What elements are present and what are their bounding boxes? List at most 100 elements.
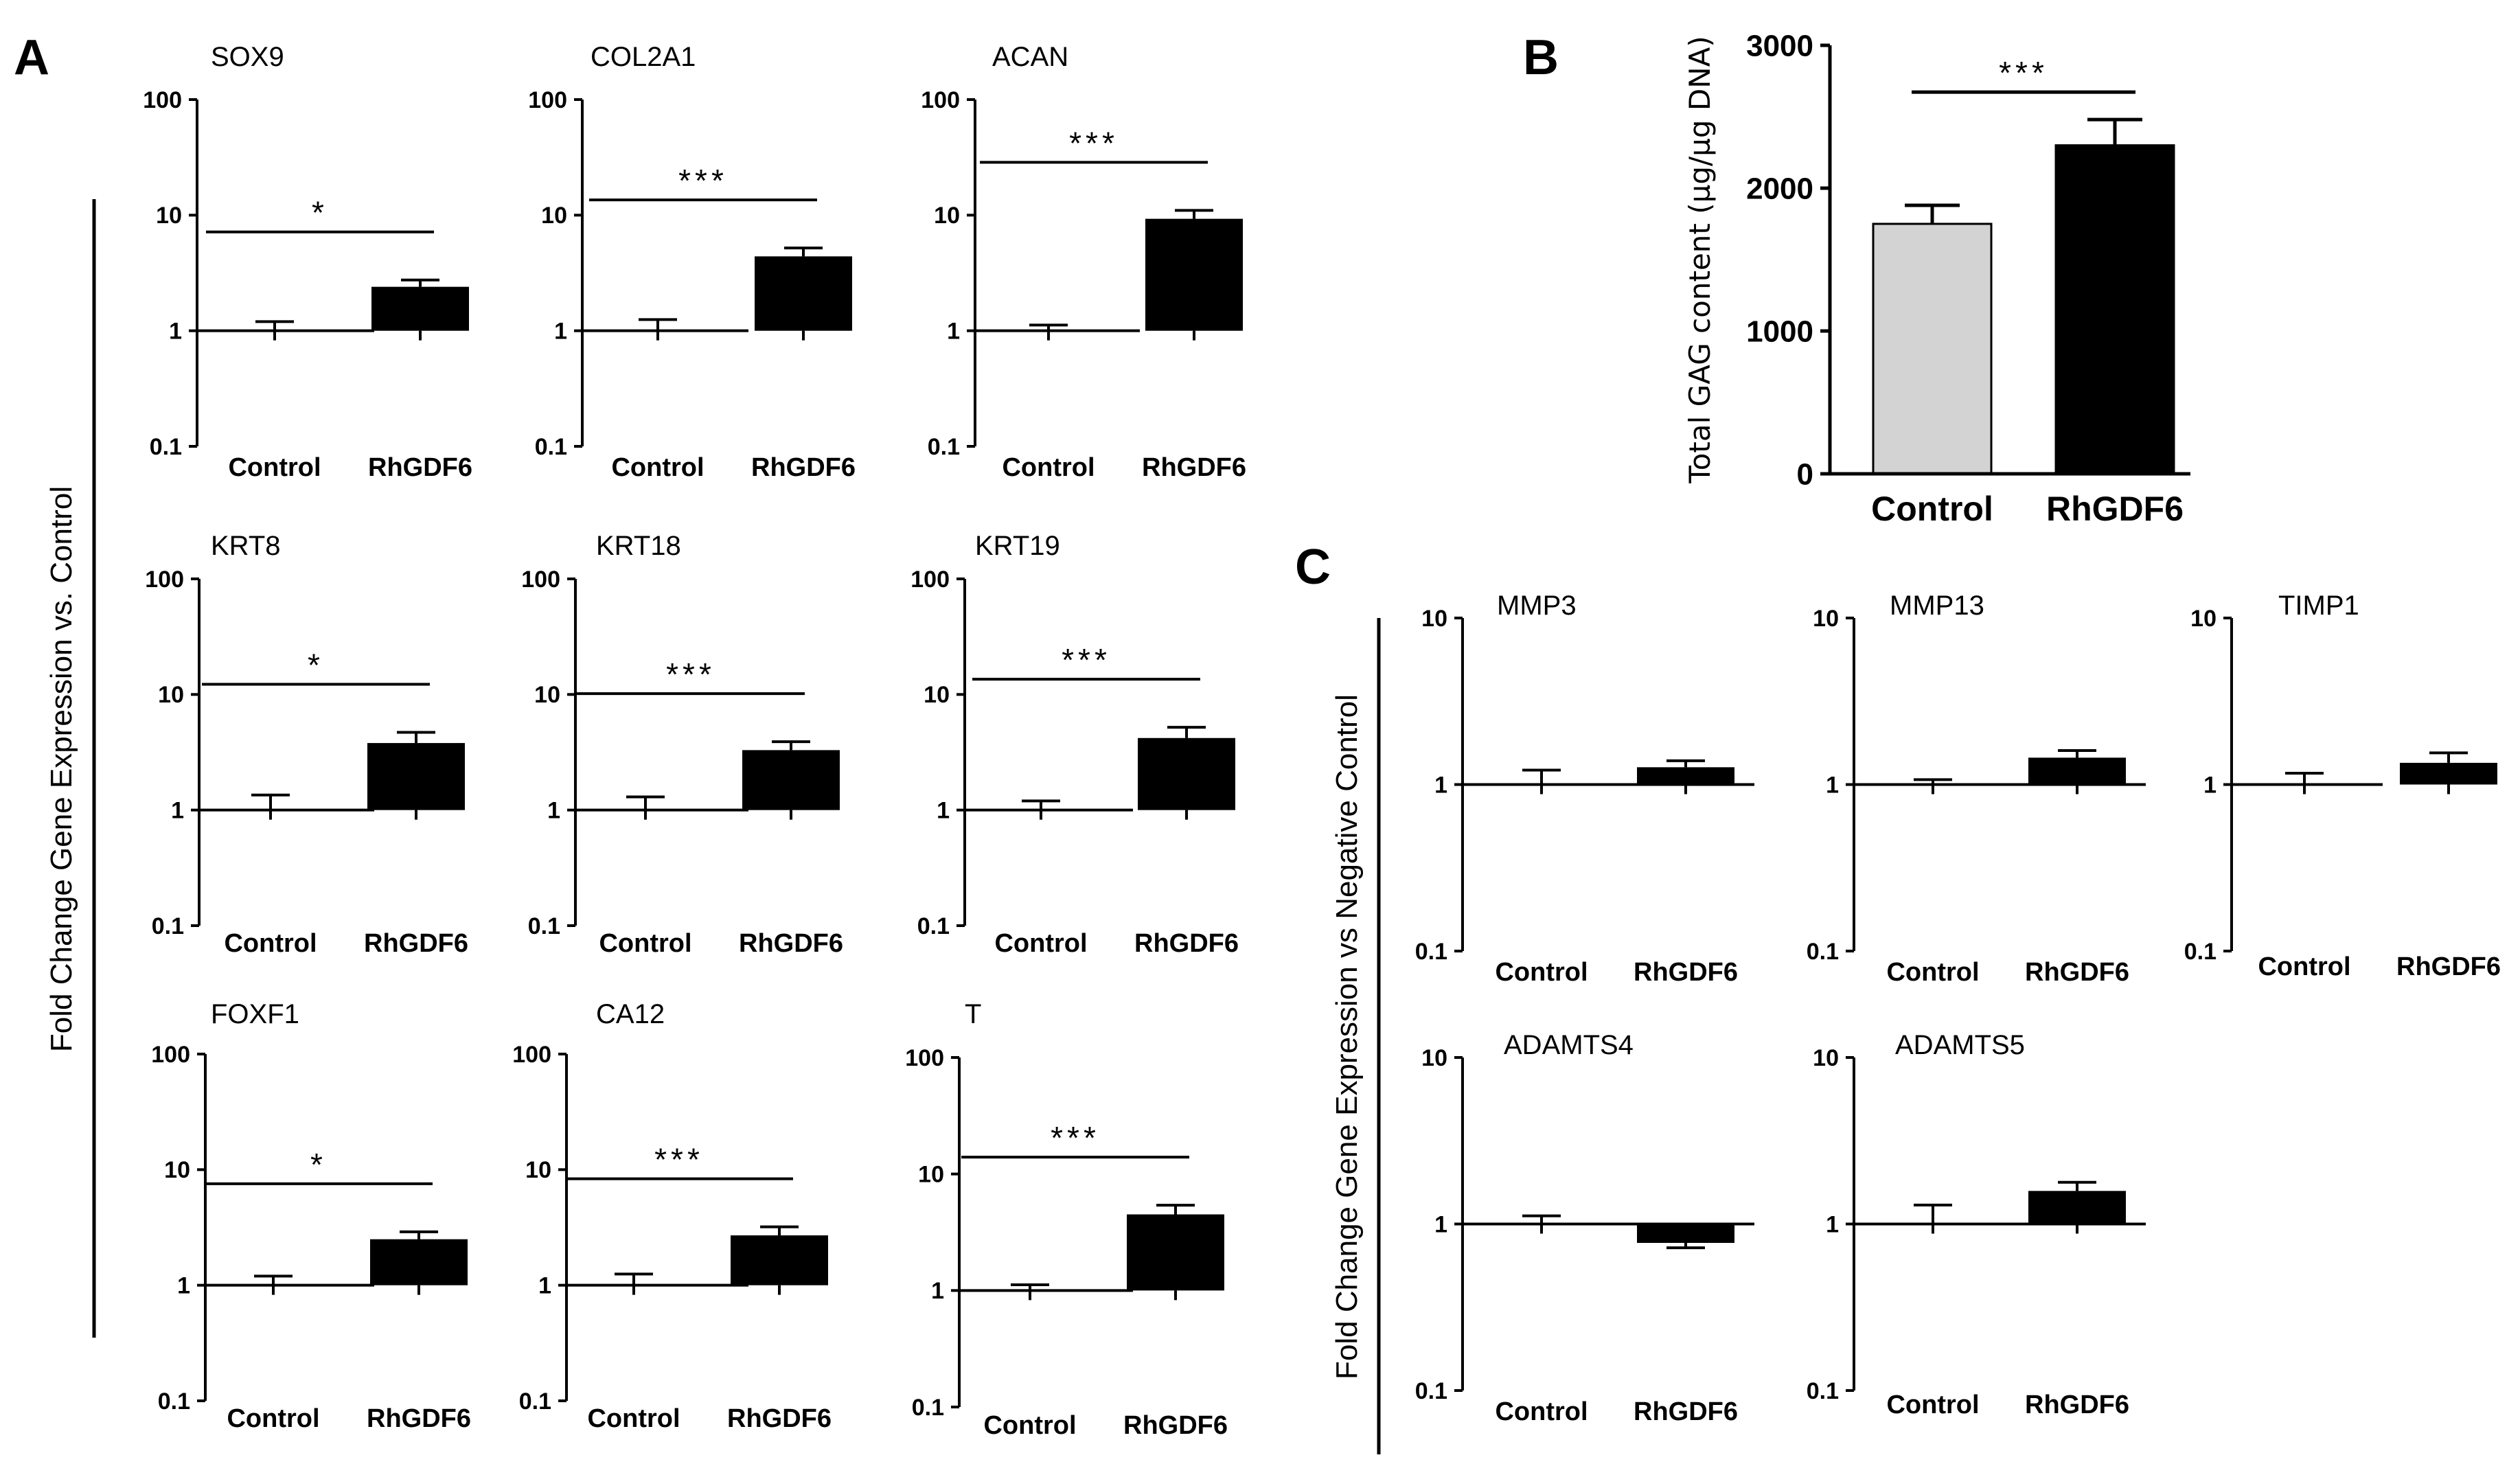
y-tick-label: 1	[1434, 772, 1447, 798]
y-tick-label: 1	[1434, 1211, 1447, 1237]
y-tick-label: 0.1	[928, 434, 960, 460]
significance-label: *	[308, 648, 324, 683]
significance-label: ***	[654, 1142, 704, 1178]
significance-label: *	[310, 1147, 327, 1182]
chart-ca12: CA12 100 10 1 0.1 Control RhGDF6 ***	[512, 999, 832, 1433]
chart-title: COL2A1	[591, 42, 696, 72]
y-tick-label: 10	[1421, 606, 1447, 632]
y-tick-label: 1	[1826, 1211, 1839, 1237]
y-tick-label: 1	[931, 1278, 944, 1304]
category-label: RhGDF6	[2025, 1391, 2129, 1419]
category-label: RhGDF6	[751, 453, 856, 482]
category-label: RhGDF6	[739, 929, 843, 958]
category-label: RhGDF6	[2025, 958, 2129, 987]
category-label: Control	[2258, 952, 2350, 981]
y-tick-label: 0.1	[2184, 939, 2217, 965]
category-label: RhGDF6	[2046, 490, 2184, 528]
y-tick-label: 0.1	[535, 434, 567, 460]
y-tick-label: 10	[534, 682, 560, 708]
chart-title: MMP13	[1890, 591, 1984, 621]
y-tick-label: 1	[937, 798, 950, 824]
chart-adamts4: ADAMTS4 10 1 0.1 Control RhGDF6	[1415, 1030, 1754, 1426]
chart-timp1: TIMP1 10 1 0.1 Control RhGDF6	[2184, 591, 2501, 981]
y-tick-label: 1	[177, 1273, 190, 1299]
category-label: Control	[1495, 958, 1588, 987]
y-tick-label: 10	[156, 203, 182, 229]
panel-a-ylabel: Fold Change Gene Expression vs. Control	[45, 486, 78, 1052]
category-label: RhGDF6	[1634, 958, 1738, 987]
category-label: Control	[587, 1404, 680, 1433]
bar-rhgdf6	[742, 750, 840, 810]
chart-foxf1: FOXF1 100 10 1 0.1 Control RhGDF6 *	[151, 999, 471, 1433]
chart-title: CA12	[596, 999, 665, 1029]
y-tick-label: 10	[158, 682, 184, 708]
y-tick-label: 1	[947, 319, 960, 345]
y-tick-label: 100	[512, 1042, 551, 1068]
chart-title: KRT18	[596, 531, 681, 561]
y-tick-label: 100	[521, 567, 560, 593]
category-label: RhGDF6	[367, 1404, 471, 1433]
category-label: Control	[611, 453, 704, 482]
category-label: RhGDF6	[1142, 453, 1246, 482]
significance-label: ***	[678, 163, 728, 198]
y-tick-label: 1	[547, 798, 560, 824]
y-tick-label: 1	[169, 319, 182, 345]
significance-label: ***	[1999, 55, 2048, 91]
chart-krt8: KRT8 100 10 1 0.1 Control RhGDF6 *	[145, 531, 468, 958]
chart-sox9: SOX9 100 10 1 0.1 Control RhGDF6 *	[143, 42, 472, 482]
panel-label-c: C	[1295, 540, 1331, 595]
bar-rhgdf6	[1637, 767, 1734, 785]
y-tick-label: 100	[905, 1045, 944, 1071]
chart-krt18: KRT18 100 10 1 0.1 Control RhGDF6 ***	[521, 531, 843, 958]
y-tick-label: 0.1	[912, 1395, 944, 1421]
y-tick-label: 0	[1797, 457, 1813, 491]
category-label: Control	[599, 929, 691, 958]
chart-title: TIMP1	[2278, 591, 2359, 621]
y-tick-label: 10	[934, 203, 960, 229]
y-tick-label: 1000	[1746, 314, 1813, 348]
bar-rhgdf6	[371, 286, 469, 331]
chart-title: ADAMTS4	[1504, 1030, 1634, 1060]
y-tick-label: 0.1	[1807, 939, 1839, 965]
chart-title: KRT8	[211, 531, 281, 561]
chart-acan: ACAN 100 10 1 0.1 Control RhGDF6 ***	[921, 42, 1246, 482]
chart-mmp3: MMP3 10 1 0.1 Control RhGDF6	[1415, 591, 1754, 987]
y-tick-label: 10	[1813, 1045, 1839, 1071]
category-label: RhGDF6	[1634, 1397, 1738, 1426]
y-tick-label: 1	[171, 798, 184, 824]
bar-rhgdf6	[731, 1235, 828, 1285]
y-tick-label: 1	[2203, 772, 2217, 798]
y-tick-label: 10	[1813, 606, 1839, 632]
bar-rhgdf6	[370, 1239, 468, 1285]
category-label: Control	[994, 929, 1087, 958]
chart-title: ACAN	[992, 42, 1068, 72]
category-label: Control	[224, 929, 317, 958]
category-label: RhGDF6	[1123, 1411, 1228, 1440]
category-label: Control	[1886, 1391, 1979, 1419]
chart-krt19: KRT19 100 10 1 0.1 Control RhGDF6 ***	[910, 531, 1239, 958]
category-label: RhGDF6	[364, 929, 468, 958]
category-label: RhGDF6	[368, 453, 472, 482]
y-tick-label: 100	[910, 567, 950, 593]
chart-col2a1: COL2A1 100 10 1 0.1 Control RhGDF6 ***	[528, 42, 856, 482]
significance-label: ***	[1062, 642, 1111, 678]
y-tick-label: 10	[541, 203, 567, 229]
chart-mmp13: MMP13 10 1 0.1 Control RhGDF6	[1807, 591, 2146, 987]
chart-title: SOX9	[211, 42, 284, 72]
significance-label: *	[312, 195, 328, 231]
panel-label-b: B	[1523, 30, 1559, 85]
panel-c-ylabel: Fold Change Gene Expression vs Negative …	[1330, 694, 1364, 1380]
significance-label: ***	[666, 656, 715, 692]
category-label: Control	[228, 453, 321, 482]
chart-title: T	[965, 999, 981, 1029]
y-tick-label: 0.1	[519, 1388, 551, 1415]
chart-gag: 3000 2000 1000 0 Control RhGDF6 Total GAG cont…	[1683, 29, 2190, 528]
y-tick-label: 3000	[1746, 29, 1813, 62]
y-tick-label: 100	[528, 87, 567, 113]
category-label: Control	[1002, 453, 1095, 482]
panel-label-a: A	[14, 30, 49, 85]
y-tick-label: 0.1	[1415, 1378, 1447, 1404]
bar-control	[1872, 222, 1993, 475]
y-tick-label: 10	[164, 1157, 190, 1183]
